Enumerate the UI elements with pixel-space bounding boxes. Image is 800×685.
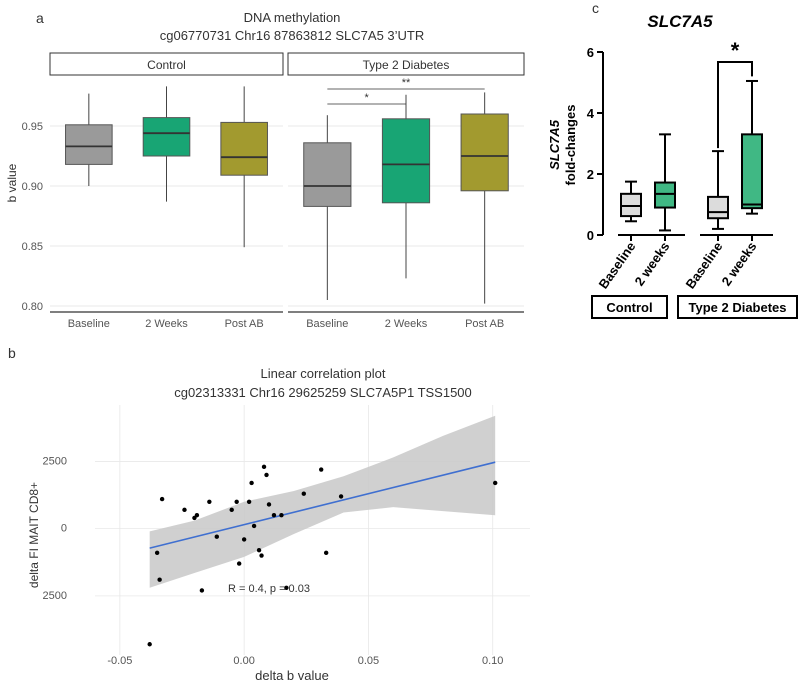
panel-b-data-point (147, 642, 152, 647)
panel-b-data-point (338, 494, 344, 499)
panel-a-facet-strip (287, 52, 525, 76)
panel-b-x-tick-label: 0.05 (358, 655, 379, 667)
panel-c-box (707, 195, 729, 220)
panel-b-data-point (251, 523, 257, 529)
panel-a-x-tick-label: Baseline (68, 318, 110, 330)
panel-a-x-tick-label: Baseline (306, 318, 348, 330)
panel-a-box (142, 117, 191, 157)
panel-b-data-point (301, 491, 306, 496)
panel-c-x-tick-label: Baseline (682, 239, 725, 291)
panel-b-subtitle: cg02313331 Chr16 29625259 SLC7A5P1 TSS15… (174, 385, 472, 400)
panel-a-box (303, 142, 352, 207)
panel-b-data-point (246, 499, 252, 504)
panel-b-data-point (264, 472, 269, 478)
panel-b-x-tick-label: 0.10 (482, 655, 503, 667)
panel-b-fit-line (149, 461, 496, 549)
panel-a: a DNA methylation cg06770731 Chr16 87863… (5, 10, 525, 330)
panel-b-data-point (323, 550, 329, 556)
panel-c-label: c (592, 0, 599, 16)
panel-b-x-tick-label: 0.00 (233, 655, 254, 667)
panel-c-significance-bracket (717, 61, 753, 149)
panel-b-data-point (319, 467, 324, 472)
panel-c-box (741, 133, 763, 210)
panel-b-plot: -0.05 0.00 0.05 0.10 2500 0 2500 R = 0.4, p = 0… (43, 405, 530, 667)
panel-c-x-tick-label: 2 weeks (632, 239, 673, 288)
panel-a-y-tick-label: 0.80 (22, 301, 43, 313)
panel-b-y-tick-label: 2500 (43, 590, 67, 602)
panel-c-y-tick-label: 6 (587, 45, 594, 60)
panel-b-data-point (259, 553, 264, 558)
panel-b-data-point (279, 513, 284, 518)
panel-c-group-box (591, 295, 668, 319)
panel-c-significance-label: * (731, 38, 740, 63)
panel-b: b Linear correlation plot cg02313331 Chr… (8, 345, 530, 683)
panel-b-label: b (8, 345, 16, 361)
panel-b-data-point (284, 585, 289, 590)
panel-b-data-point (159, 496, 165, 502)
panel-a-significance-label: ** (402, 77, 411, 89)
panel-b-x-label: delta b value (255, 668, 329, 683)
panel-c-x-tick-label: 2 weeks (719, 239, 760, 288)
panel-b-y-tick-label: 0 (61, 523, 67, 535)
panel-a-box (65, 124, 113, 165)
panel-c-box (620, 192, 642, 218)
panel-a-subtitle: cg06770731 Chr16 87863812 SLC7A5 3’UTR (160, 28, 425, 43)
panel-b-data-point (229, 507, 234, 513)
panel-c-x-tick-label: Baseline (595, 239, 638, 291)
panel-b-data-point (182, 507, 187, 513)
panel-b-data-point (236, 561, 242, 566)
panel-b-title: Linear correlation plot (260, 366, 385, 381)
panel-b-data-point (249, 480, 254, 486)
panel-c: c SLC7A5 SLC7A5 fold-changes 0 2 4 6 Baselin… (547, 0, 798, 319)
panel-b-y-label: delta FI MAIT CD8+ (27, 482, 41, 588)
panel-a-y-tick-label: 0.90 (22, 181, 43, 193)
panel-a-y-label: b value (5, 163, 19, 202)
panel-c-y-tick-label: 4 (587, 106, 595, 121)
panel-a-y-tick-label: 0.95 (22, 121, 43, 133)
panel-c-y-label-gene: SLC7A5 (547, 119, 562, 170)
panel-a-box (220, 121, 268, 176)
panel-a-facet-label: Type 2 Diabetes (363, 58, 450, 72)
panel-b-data-point (234, 499, 239, 504)
panel-b-data-point (241, 537, 247, 542)
panel-a-plot: 0.80 0.85 0.90 0.95 Control Baseline 2 Weeks Po… (22, 52, 525, 330)
panel-c-group-box (677, 295, 798, 319)
panel-a-label: a (36, 10, 44, 26)
panel-b-x-tick-label: -0.05 (107, 655, 132, 667)
panel-a-x-tick-label: 2 Weeks (385, 318, 428, 330)
panel-a-box (381, 118, 431, 204)
panel-c-group-label: Type 2 Diabetes (688, 300, 786, 315)
panel-b-data-point (194, 513, 200, 518)
panel-b-data-point (493, 480, 498, 486)
panel-c-y-tick-label: 2 (587, 167, 594, 182)
panel-c-box (654, 181, 676, 209)
panel-a-significance-label: * (365, 92, 370, 104)
panel-a-box (460, 113, 509, 192)
panel-b-data-point (199, 588, 205, 593)
panel-b-y-tick-label: 2500 (43, 455, 67, 467)
panel-a-x-tick-label: Post AB (225, 318, 264, 330)
panel-a-x-tick-label: 2 Weeks (145, 318, 188, 330)
panel-b-data-point (271, 513, 277, 518)
panel-a-title: DNA methylation (244, 10, 341, 25)
panel-b-data-point (266, 502, 272, 507)
panel-b-data-point (154, 550, 160, 556)
panel-c-group-label: Control (606, 300, 652, 315)
panel-b-confidence-band (149, 415, 496, 588)
panel-a-facet-strip (49, 52, 284, 76)
panel-b-data-point (261, 464, 267, 470)
panel-c-y-tick-label: 0 (587, 228, 594, 243)
panel-b-data-point (256, 547, 262, 553)
panel-c-y-label-fold: fold-changes (563, 105, 578, 186)
panel-a-facet-label: Control (147, 58, 186, 72)
panel-a-y-tick-label: 0.85 (22, 241, 43, 253)
panel-c-title: SLC7A5 (647, 12, 713, 31)
panel-b-correlation-annotation: R = 0.4, p = 0.03 (228, 583, 310, 595)
panel-b-data-point (214, 534, 219, 539)
panel-b-data-point (157, 577, 162, 582)
panel-a-x-tick-label: Post AB (465, 318, 504, 330)
panel-b-data-point (207, 499, 212, 504)
